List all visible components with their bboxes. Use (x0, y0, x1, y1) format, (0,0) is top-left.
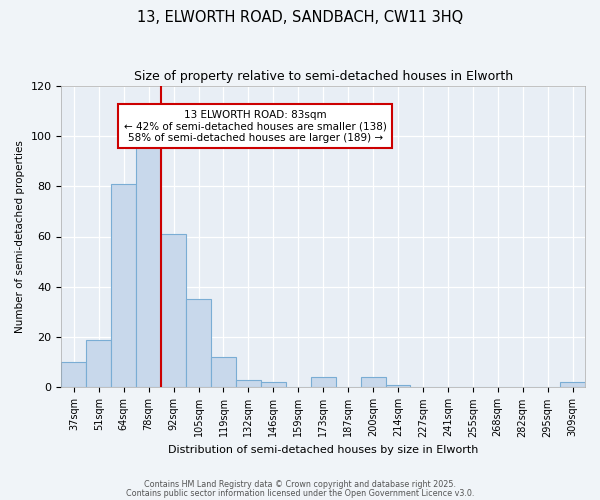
Bar (560, 382, 585, 388)
Text: Contains public sector information licensed under the Open Government Licence v3: Contains public sector information licen… (126, 488, 474, 498)
Bar (236, 380, 261, 388)
Bar (186, 300, 211, 388)
Text: Contains HM Land Registry data © Crown copyright and database right 2025.: Contains HM Land Registry data © Crown c… (144, 480, 456, 489)
Bar (61, 362, 86, 388)
Bar (361, 378, 386, 388)
Bar (161, 234, 186, 388)
Bar (386, 385, 410, 388)
X-axis label: Distribution of semi-detached houses by size in Elworth: Distribution of semi-detached houses by … (168, 445, 478, 455)
Bar (261, 382, 286, 388)
Bar (111, 184, 136, 388)
Text: 13 ELWORTH ROAD: 83sqm
← 42% of semi-detached houses are smaller (138)
58% of se: 13 ELWORTH ROAD: 83sqm ← 42% of semi-det… (124, 110, 386, 143)
Bar (211, 358, 236, 388)
Title: Size of property relative to semi-detached houses in Elworth: Size of property relative to semi-detach… (134, 70, 513, 83)
Text: 13, ELWORTH ROAD, SANDBACH, CW11 3HQ: 13, ELWORTH ROAD, SANDBACH, CW11 3HQ (137, 10, 463, 25)
Y-axis label: Number of semi-detached properties: Number of semi-detached properties (15, 140, 25, 333)
Bar (311, 378, 335, 388)
Bar (86, 340, 111, 388)
Bar (136, 136, 161, 388)
